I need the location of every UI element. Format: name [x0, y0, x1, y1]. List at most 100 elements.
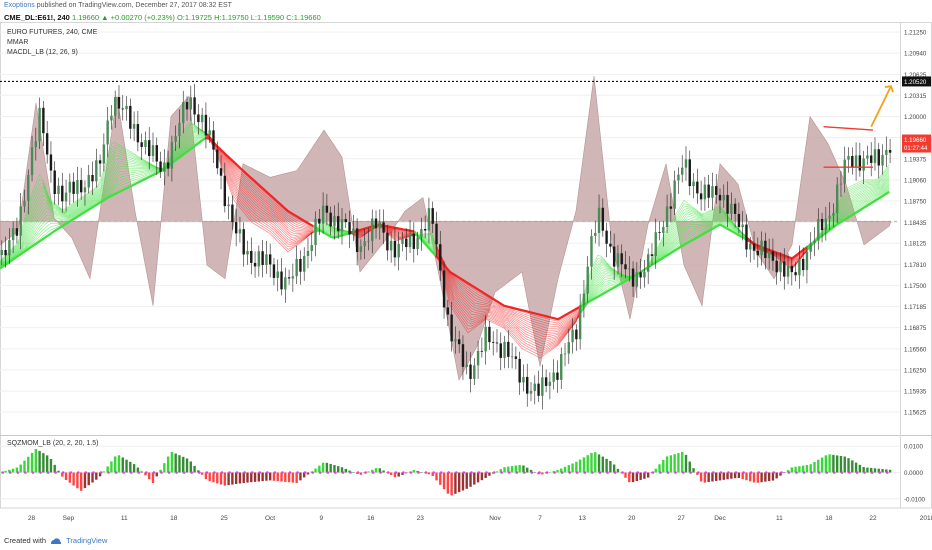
momentum-bar: [204, 472, 208, 480]
momentum-bar: [401, 472, 404, 475]
candle-body: [601, 207, 605, 231]
candle-body: [27, 175, 30, 201]
momentum-bar: [8, 469, 11, 473]
candle-body: [30, 147, 34, 176]
momentum-bar: [817, 459, 820, 473]
momentum-bar: [174, 453, 177, 473]
squeeze-dot: [107, 471, 110, 474]
candle-body: [541, 377, 544, 396]
squeeze-dot: [145, 471, 148, 474]
momentum-bar: [268, 472, 272, 481]
momentum-bar: [98, 472, 102, 477]
candle-body: [265, 254, 268, 265]
candle-body: [764, 240, 767, 259]
mmar-line: [204, 131, 314, 242]
time-tick-label: 2018: [920, 515, 932, 522]
momentum-bar: [253, 472, 257, 482]
momentum-bar: [461, 472, 465, 491]
momentum-bar: [737, 472, 741, 479]
momentum-bar: [673, 454, 676, 473]
candle-body: [11, 228, 15, 241]
momentum-bar: [662, 459, 665, 473]
squeeze-dot: [712, 471, 715, 474]
squeeze-dot: [628, 471, 632, 474]
momentum-bar: [628, 472, 631, 483]
squeeze-dot: [341, 471, 345, 474]
squeeze-dot: [848, 471, 851, 474]
momentum-bar: [609, 461, 612, 473]
squeeze-dot: [311, 471, 314, 474]
momentum-bar: [265, 472, 268, 481]
ohlc-readout: 1.19660 ▲ +0.00270 (+0.23%) O:1.19725 H:…: [71, 13, 321, 22]
mmar-line: [435, 244, 580, 354]
momentum-bar: [888, 469, 892, 473]
chart-area[interactable]: 1.21250 1.20940 1.20625 1.20315 1.20000 1.196…: [0, 22, 932, 530]
candle-body: [306, 250, 310, 257]
momentum-bar: [760, 472, 763, 483]
squeeze-dot: [182, 471, 186, 474]
candle-body: [563, 353, 567, 355]
momentum-bar: [582, 457, 586, 473]
candle-body: [767, 251, 771, 259]
candle-body: [382, 222, 385, 233]
candle-body: [567, 342, 570, 354]
footer-brand[interactable]: TradingView: [66, 536, 108, 545]
mmar-line: [435, 248, 580, 334]
candle-body: [185, 102, 189, 110]
momentum-bar: [752, 472, 756, 483]
mmar-line: [435, 250, 580, 329]
momentum-bar: [771, 472, 775, 481]
time-tick-label: 11: [121, 515, 128, 522]
candle-body: [291, 276, 295, 279]
sub-tick-label: -0.0100: [904, 496, 926, 503]
candle-body: [219, 168, 223, 176]
squeeze-dot: [61, 471, 65, 474]
momentum-bar: [170, 451, 174, 473]
candle-body: [794, 272, 797, 276]
momentum-bar: [866, 467, 869, 473]
candle-body: [19, 206, 22, 236]
author-link[interactable]: Exoptions: [4, 2, 35, 9]
candle-body: [110, 115, 113, 121]
momentum-bar: [514, 465, 518, 473]
mmar-line: [435, 242, 580, 349]
candle-body: [560, 354, 563, 380]
momentum-bar: [389, 472, 393, 475]
candle-body: [835, 184, 839, 214]
mmar-line: [579, 211, 746, 316]
squeeze-dot: [114, 471, 118, 474]
squeeze-dot: [621, 471, 624, 474]
candle-body: [877, 149, 880, 166]
momentum-bar: [397, 472, 400, 477]
squeeze-dot: [591, 471, 594, 474]
candle-body: [514, 356, 518, 359]
candle-body: [635, 272, 639, 287]
candle-body: [303, 256, 306, 272]
momentum-bar: [219, 472, 223, 485]
squeeze-dot: [31, 471, 35, 474]
candle-body: [393, 240, 397, 258]
chart-canvas[interactable]: 1.21250 1.20940 1.20625 1.20315 1.20000 1.196…: [0, 22, 932, 530]
candle-body: [556, 372, 559, 380]
candle-body: [321, 205, 325, 224]
momentum-bar: [450, 472, 453, 496]
candle-body: [450, 314, 453, 342]
momentum-bar: [560, 468, 563, 473]
squeeze-dot: [1, 471, 4, 474]
squeeze-dot: [863, 471, 866, 474]
candle-body: [786, 265, 790, 277]
candle-body: [261, 251, 264, 265]
momentum-bar: [76, 472, 79, 489]
candles: [0, 83, 892, 410]
squeeze-dot: [167, 471, 171, 474]
mmar-line: [205, 132, 314, 235]
time-tick-label: Sep: [63, 515, 75, 522]
mmar-line: [435, 253, 580, 324]
squeeze-dot: [560, 471, 564, 474]
momentum-bar: [885, 469, 888, 473]
candle-body: [722, 194, 725, 201]
squeeze-dot: [659, 471, 662, 474]
momentum-bar: [881, 469, 884, 473]
mmar-line: [579, 199, 746, 310]
momentum-bar: [597, 454, 601, 473]
